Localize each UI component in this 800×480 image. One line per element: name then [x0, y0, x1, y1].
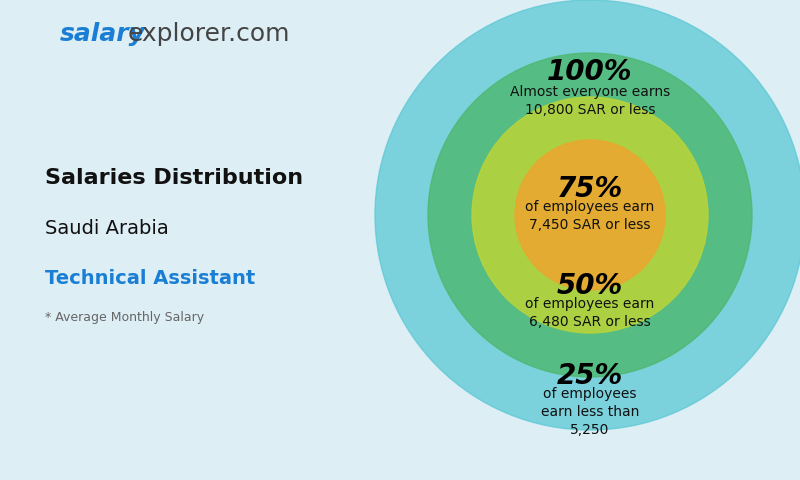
Circle shape: [375, 0, 800, 430]
Text: Almost everyone earns
10,800 SAR or less: Almost everyone earns 10,800 SAR or less: [510, 85, 670, 117]
Text: of employees
earn less than
5,250: of employees earn less than 5,250: [541, 387, 639, 437]
Text: 50%: 50%: [557, 272, 623, 300]
Text: Salaries Distribution: Salaries Distribution: [45, 168, 303, 188]
Circle shape: [472, 97, 708, 333]
Text: Saudi Arabia: Saudi Arabia: [45, 218, 169, 238]
Circle shape: [428, 53, 752, 377]
Circle shape: [515, 140, 665, 290]
Text: salary: salary: [60, 22, 146, 46]
Text: of employees earn
7,450 SAR or less: of employees earn 7,450 SAR or less: [526, 200, 654, 232]
Text: * Average Monthly Salary: * Average Monthly Salary: [45, 312, 204, 324]
Text: of employees earn
6,480 SAR or less: of employees earn 6,480 SAR or less: [526, 297, 654, 329]
Text: explorer.com: explorer.com: [128, 22, 290, 46]
Text: 100%: 100%: [547, 58, 633, 86]
Text: 75%: 75%: [557, 175, 623, 203]
Text: 25%: 25%: [557, 362, 623, 390]
Text: Technical Assistant: Technical Assistant: [45, 268, 255, 288]
